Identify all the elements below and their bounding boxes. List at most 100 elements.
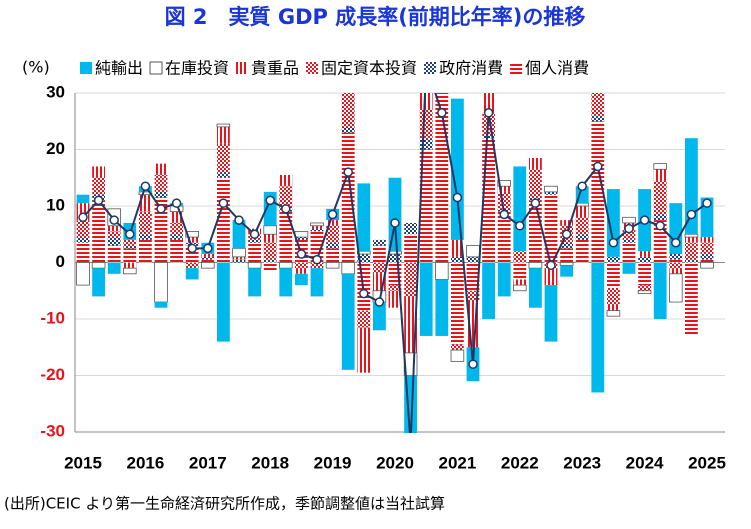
bar-segment	[575, 202, 589, 207]
bar-segment	[107, 262, 121, 274]
gdp-point	[249, 229, 260, 239]
gdp-point	[390, 218, 400, 228]
bar-segment	[451, 239, 464, 257]
bar-segment	[622, 228, 636, 240]
y-axis-label: (%)	[22, 58, 50, 77]
bar-segment	[638, 262, 651, 286]
bar-segment	[607, 287, 620, 305]
bar-segment	[263, 225, 277, 235]
bar-segment	[357, 310, 371, 328]
gdp-point	[281, 204, 291, 214]
bar-segment	[637, 290, 652, 294]
bar-segment	[528, 262, 543, 269]
bar-segment	[326, 242, 339, 249]
gdp-point	[109, 215, 119, 225]
bar-segment	[466, 245, 480, 258]
bar-segment	[357, 254, 371, 263]
gdp-point	[140, 181, 151, 191]
bar-segment	[497, 186, 511, 192]
bar-segment	[404, 296, 417, 353]
bar-segment	[217, 262, 230, 342]
bar-segment	[653, 163, 667, 170]
bar-segment	[669, 262, 683, 269]
bar-segment	[248, 239, 261, 243]
bar-segment	[154, 163, 168, 175]
bar-segment	[216, 123, 231, 128]
bar-segment	[310, 228, 324, 232]
legend-label: 在庫投資	[165, 59, 229, 78]
gdp-point	[218, 198, 229, 208]
bar-segment	[123, 248, 137, 263]
gdp-point	[624, 223, 634, 234]
gdp-point	[671, 237, 681, 248]
bar-segment	[591, 37, 604, 60]
bar-segment	[310, 231, 324, 263]
bar-segment	[310, 268, 324, 297]
legend-label: 固定資本投資	[321, 59, 417, 78]
bar-segment	[435, 262, 449, 280]
gdp-point	[686, 209, 697, 220]
bar-segment	[700, 254, 714, 260]
gdp-point	[93, 195, 104, 206]
x-tick-label: 2018	[251, 453, 289, 472]
bar-segment	[388, 290, 402, 308]
x-tick-label: 2019	[314, 453, 352, 472]
bar-segment	[591, 59, 604, 82]
bar-segment	[310, 225, 324, 229]
bar-segment	[575, 217, 589, 235]
bar-segment	[295, 273, 308, 286]
bar-segment	[669, 254, 683, 260]
bar-segment	[497, 211, 511, 263]
bar-segment	[700, 259, 714, 263]
bar-segment	[622, 242, 636, 263]
gdp-point	[359, 288, 369, 299]
bar-segment	[123, 267, 137, 275]
bar-segment	[622, 239, 636, 243]
bar-segment	[263, 262, 277, 271]
bar-segment	[388, 254, 402, 263]
bar-segment	[435, 79, 448, 87]
line-group	[78, 93, 712, 433]
bar-segment	[357, 327, 371, 373]
bar-segment	[326, 248, 339, 263]
legend-label: 政府消費	[439, 59, 503, 78]
bar-segment	[419, 138, 433, 150]
bar-segment	[263, 234, 277, 243]
gdp-point	[265, 195, 275, 206]
bar-segment	[607, 304, 620, 311]
bar-segment	[404, 222, 417, 235]
bar-segment	[544, 185, 558, 193]
bar-segment	[373, 239, 386, 246]
bar-segment	[591, 93, 605, 116]
bar-segment	[419, 262, 433, 336]
bar-segment	[622, 216, 636, 224]
bar-segment	[529, 157, 542, 170]
gdp-point	[483, 108, 494, 118]
gdp-point	[499, 209, 509, 220]
bar-segment	[170, 239, 183, 263]
gdp-point	[593, 161, 603, 172]
y-tick-label: 10	[46, 195, 65, 214]
gdp-point	[234, 215, 244, 225]
bar-segment	[544, 285, 558, 342]
bar-segment	[170, 211, 183, 223]
bar-segment	[325, 262, 340, 269]
bar-segment	[373, 245, 386, 263]
bar-segment	[482, 135, 495, 139]
legend-label: 貴重品	[251, 59, 299, 78]
bar-segment	[544, 194, 558, 263]
bar-segment	[341, 132, 355, 263]
bar-segment	[373, 302, 386, 331]
bar-segment	[154, 262, 168, 303]
gdp-point	[187, 243, 197, 254]
bar-segment	[279, 174, 293, 187]
x-tick-label: 2022	[501, 453, 539, 472]
bar-segment	[91, 262, 106, 269]
x-tick-label: 2024	[626, 453, 664, 472]
bar-segment	[139, 239, 152, 263]
bar-segment	[466, 262, 480, 291]
bar-segment	[419, 109, 433, 139]
gdp-point	[203, 243, 213, 254]
bar-segment	[373, 262, 386, 274]
x-tick-label: 2020	[376, 453, 414, 472]
